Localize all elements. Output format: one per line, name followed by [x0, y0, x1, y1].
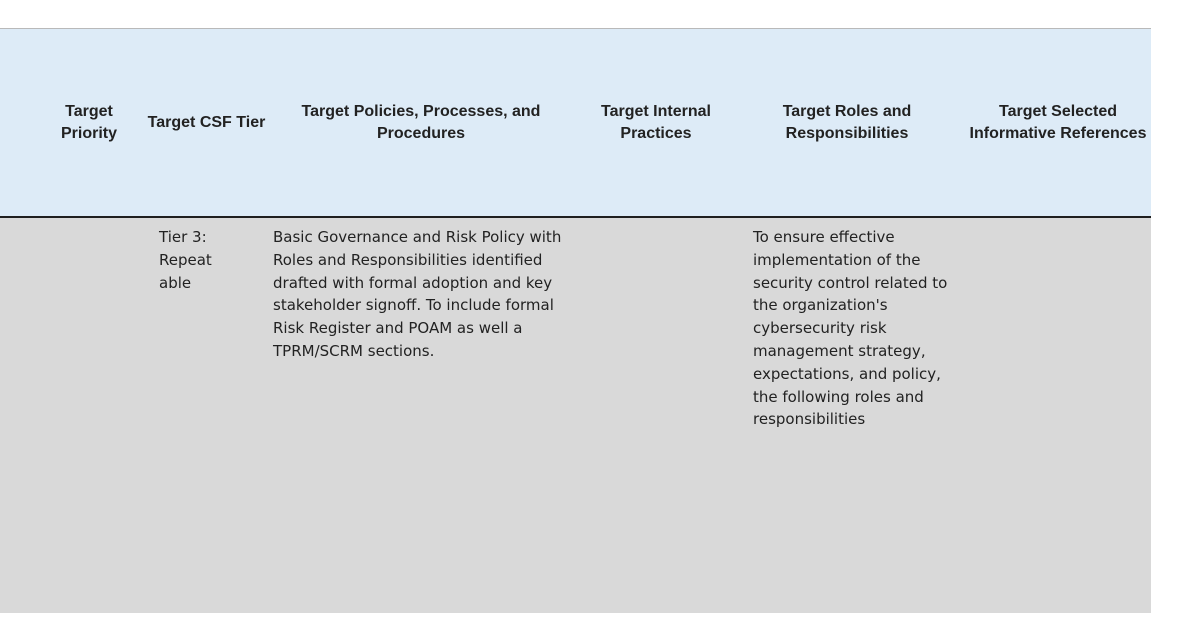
header-label: Target CSF Tier	[147, 113, 266, 131]
cell-policies[interactable]: Basic Governance and Risk Policy with Ro…	[273, 228, 562, 360]
cell-csf-tier[interactable]: Tier 3: Repeatable	[159, 228, 212, 292]
header-label: Target Internal Practices	[601, 102, 711, 142]
header-label: Target Priority	[60, 102, 117, 142]
header-label: Target Roles and Responsibilities	[782, 102, 912, 142]
table-row: Tier 3: Repeatable Basic Governance and …	[0, 218, 1151, 613]
table-header-row: Target Priority Target CSF Tier Target P…	[0, 29, 1151, 218]
header-target-internal-practices[interactable]: Target Internal Practices	[575, 29, 737, 216]
header-target-policies[interactable]: Target Policies, Processes, and Procedur…	[268, 29, 574, 216]
header-target-csf-tier[interactable]: Target CSF Tier	[147, 29, 266, 216]
header-label: Target Selected Informative References	[969, 102, 1147, 142]
header-label: Target Policies, Processes, and Procedur…	[301, 102, 541, 142]
header-target-references[interactable]: Target Selected Informative References	[965, 29, 1151, 216]
header-target-roles[interactable]: Target Roles and Responsibilities	[740, 29, 954, 216]
cell-roles[interactable]: To ensure effective implementation of th…	[753, 228, 948, 429]
spreadsheet-table: Target Priority Target CSF Tier Target P…	[0, 28, 1151, 613]
header-target-priority[interactable]: Target Priority	[36, 29, 142, 216]
